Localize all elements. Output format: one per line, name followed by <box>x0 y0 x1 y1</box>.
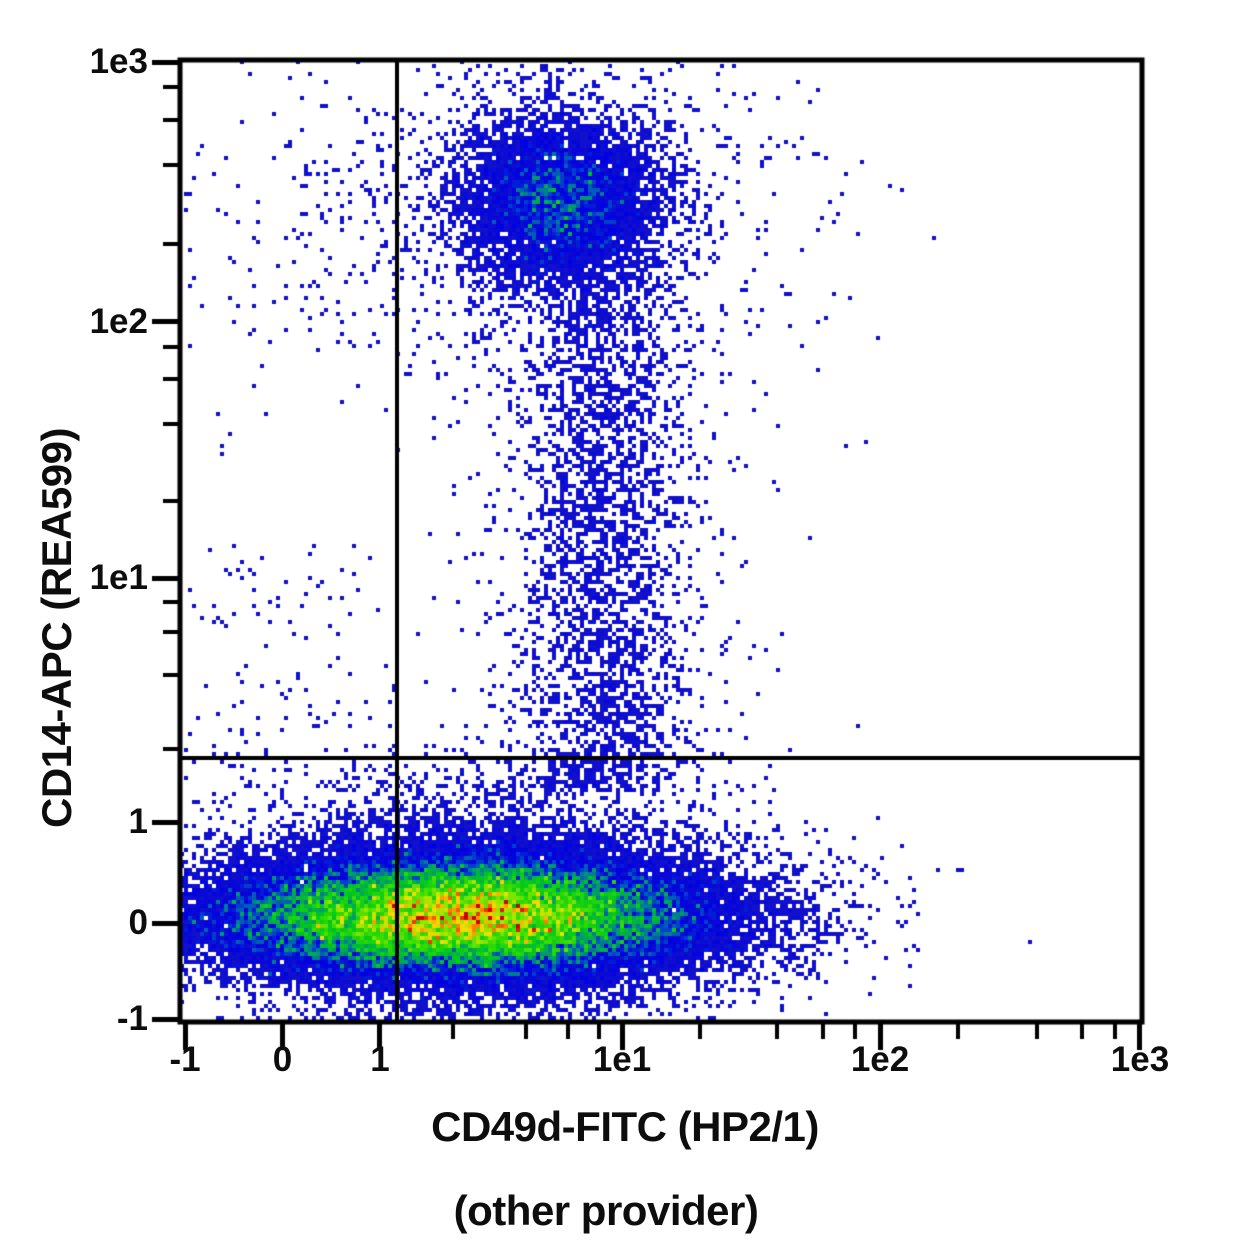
x-axis-title: CD49d-FITC (HP2/1) <box>431 1103 819 1150</box>
x-axis-subtitle: (other provider) <box>453 1187 759 1234</box>
x-tick-label-1e1: 1e1 <box>592 1040 652 1079</box>
y-tick-label--1: -1 <box>116 999 148 1039</box>
x-tick-label-1: 1 <box>370 1040 390 1079</box>
x-tick-label-1e2: 1e2 <box>850 1040 910 1079</box>
y-tick-label-0: 0 <box>128 903 148 942</box>
y-tick-label-1e2: 1e2 <box>89 301 148 341</box>
x-tick-label--1: -1 <box>169 1040 201 1079</box>
y-tick-label-1: 1 <box>128 802 148 841</box>
x-tick-label-0: 0 <box>272 1040 293 1079</box>
x-tick-label-1e3: 1e3 <box>1110 1040 1170 1079</box>
y-tick-label-1e1: 1e1 <box>89 558 148 598</box>
y-tick-label-1e3: 1e3 <box>89 42 148 82</box>
y-axis-title: CD14-APC (REA599) <box>33 428 80 828</box>
